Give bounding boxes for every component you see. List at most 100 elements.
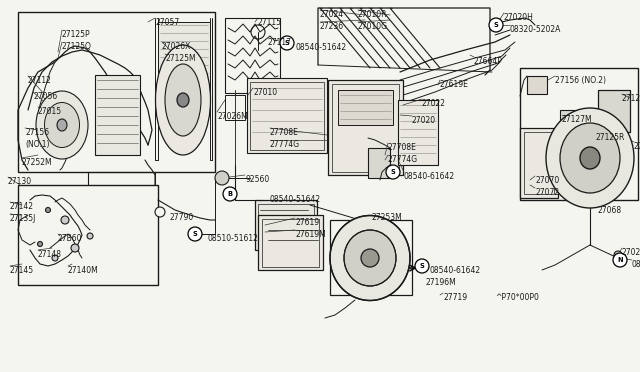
Ellipse shape bbox=[52, 255, 58, 261]
Text: ^P70*00P0: ^P70*00P0 bbox=[495, 293, 539, 302]
Circle shape bbox=[280, 36, 294, 50]
Text: 27115: 27115 bbox=[258, 18, 282, 27]
Text: 27010R: 27010R bbox=[358, 10, 387, 19]
Text: 27010G: 27010G bbox=[358, 22, 388, 31]
Text: S: S bbox=[285, 40, 289, 46]
Text: 27774G: 27774G bbox=[388, 155, 418, 164]
Text: 27024: 27024 bbox=[320, 10, 344, 19]
Bar bbox=[330, 220, 412, 295]
Bar bbox=[258, 215, 323, 270]
Text: 08510-51612: 08510-51612 bbox=[208, 234, 259, 243]
Circle shape bbox=[613, 253, 627, 267]
Text: 27790: 27790 bbox=[170, 213, 195, 222]
Text: 27125M: 27125M bbox=[165, 54, 196, 63]
Text: 27140M: 27140M bbox=[68, 266, 99, 275]
Bar bbox=[338, 90, 393, 125]
Text: S: S bbox=[193, 231, 197, 237]
Text: 27156 (NO.2): 27156 (NO.2) bbox=[555, 76, 606, 85]
Text: 27708E: 27708E bbox=[270, 128, 299, 137]
Text: 27117: 27117 bbox=[268, 38, 292, 47]
Bar bbox=[18, 185, 158, 285]
Text: B: B bbox=[227, 191, 232, 197]
Ellipse shape bbox=[57, 119, 67, 131]
Bar bbox=[255, 200, 317, 250]
Bar bbox=[158, 22, 210, 97]
Text: 27112: 27112 bbox=[28, 76, 52, 85]
Text: 08911-10637: 08911-10637 bbox=[632, 260, 640, 269]
Text: 08540-51642: 08540-51642 bbox=[296, 43, 347, 52]
Bar bbox=[527, 76, 547, 94]
Text: 08320-5202A: 08320-5202A bbox=[510, 25, 561, 34]
Text: 27619M: 27619M bbox=[295, 230, 326, 239]
Text: 27148: 27148 bbox=[38, 250, 62, 259]
Text: 27719: 27719 bbox=[443, 293, 467, 302]
Bar bbox=[262, 219, 319, 267]
Bar bbox=[598, 90, 630, 132]
Bar bbox=[520, 68, 638, 200]
Bar bbox=[18, 12, 215, 172]
Text: 27664P: 27664P bbox=[474, 57, 503, 66]
Text: 27010: 27010 bbox=[253, 88, 277, 97]
Ellipse shape bbox=[45, 208, 51, 212]
Bar bbox=[332, 84, 399, 172]
Ellipse shape bbox=[560, 123, 620, 193]
Circle shape bbox=[386, 165, 400, 179]
Ellipse shape bbox=[330, 215, 410, 301]
Ellipse shape bbox=[87, 233, 93, 239]
Text: 27125R: 27125R bbox=[596, 133, 625, 142]
Text: 27056: 27056 bbox=[33, 92, 57, 101]
Text: 27130: 27130 bbox=[8, 177, 32, 186]
Text: 27125Q: 27125Q bbox=[62, 42, 92, 51]
Text: 27127R: 27127R bbox=[622, 94, 640, 103]
Text: 27236: 27236 bbox=[320, 22, 344, 31]
Ellipse shape bbox=[177, 93, 189, 107]
Bar bbox=[225, 95, 245, 120]
Text: 27021: 27021 bbox=[634, 142, 640, 151]
Bar bbox=[250, 82, 324, 150]
Ellipse shape bbox=[36, 91, 88, 159]
Text: 27708E: 27708E bbox=[388, 143, 417, 152]
Circle shape bbox=[188, 227, 202, 241]
Text: 27125P: 27125P bbox=[62, 30, 91, 39]
Text: 08540-61642: 08540-61642 bbox=[430, 266, 481, 275]
Text: 27070: 27070 bbox=[535, 176, 559, 185]
Text: 27057: 27057 bbox=[155, 18, 179, 27]
Text: 27072: 27072 bbox=[535, 188, 559, 197]
Text: 92560: 92560 bbox=[245, 175, 269, 184]
Text: 27026M: 27026M bbox=[217, 112, 248, 121]
Bar bbox=[247, 78, 327, 153]
Text: (NO.1): (NO.1) bbox=[25, 140, 49, 149]
Ellipse shape bbox=[71, 244, 79, 252]
Ellipse shape bbox=[156, 45, 211, 155]
Text: 27774G: 27774G bbox=[270, 140, 300, 149]
Ellipse shape bbox=[546, 108, 634, 208]
Ellipse shape bbox=[45, 103, 79, 148]
Text: 27020C: 27020C bbox=[622, 248, 640, 257]
Text: 27020H: 27020H bbox=[504, 13, 534, 22]
Text: 27022: 27022 bbox=[422, 99, 446, 108]
Bar bbox=[560, 110, 590, 138]
Bar bbox=[524, 132, 554, 194]
Text: 27252M: 27252M bbox=[22, 158, 52, 167]
Text: S: S bbox=[420, 263, 424, 269]
Text: S: S bbox=[390, 169, 396, 175]
Text: 27619: 27619 bbox=[295, 218, 319, 227]
Ellipse shape bbox=[155, 207, 165, 217]
Text: 27145: 27145 bbox=[10, 266, 34, 275]
Text: 27135J: 27135J bbox=[10, 214, 36, 223]
Ellipse shape bbox=[215, 171, 229, 185]
Ellipse shape bbox=[61, 216, 69, 224]
Bar bbox=[95, 75, 140, 155]
Circle shape bbox=[415, 259, 429, 273]
Text: 08540-51642: 08540-51642 bbox=[270, 195, 321, 204]
Ellipse shape bbox=[361, 249, 379, 267]
Bar bbox=[520, 128, 558, 198]
Bar bbox=[368, 148, 390, 178]
Bar bbox=[225, 18, 280, 93]
Circle shape bbox=[489, 18, 503, 32]
Text: S: S bbox=[493, 22, 499, 28]
Bar bbox=[258, 204, 314, 247]
Text: 27B60: 27B60 bbox=[58, 234, 83, 243]
Text: 27156: 27156 bbox=[25, 128, 49, 137]
Ellipse shape bbox=[614, 251, 622, 259]
